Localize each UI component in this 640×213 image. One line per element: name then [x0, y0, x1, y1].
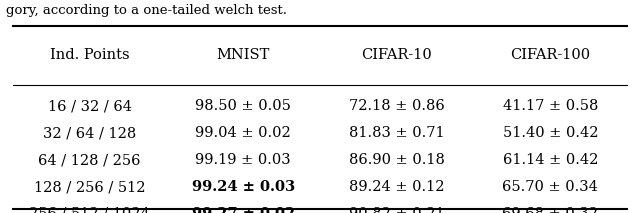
- Text: Ind. Points: Ind. Points: [50, 48, 129, 62]
- Text: 99.27 ± 0.02: 99.27 ± 0.02: [191, 207, 295, 213]
- Text: gory, according to a one-tailed welch test.: gory, according to a one-tailed welch te…: [6, 4, 287, 17]
- Text: 98.50 ± 0.05: 98.50 ± 0.05: [195, 99, 291, 114]
- Text: 128 / 256 / 512: 128 / 256 / 512: [34, 180, 145, 194]
- Text: 90.82 ± 0.21: 90.82 ± 0.21: [349, 207, 445, 213]
- Text: 89.24 ± 0.12: 89.24 ± 0.12: [349, 180, 445, 194]
- Text: 69.68 ± 0.32: 69.68 ± 0.32: [502, 207, 598, 213]
- Text: CIFAR-100: CIFAR-100: [510, 48, 591, 62]
- Text: 32 / 64 / 128: 32 / 64 / 128: [43, 126, 136, 140]
- Text: 41.17 ± 0.58: 41.17 ± 0.58: [502, 99, 598, 114]
- Text: 86.90 ± 0.18: 86.90 ± 0.18: [349, 153, 445, 167]
- Text: 99.04 ± 0.02: 99.04 ± 0.02: [195, 126, 291, 140]
- Text: 81.83 ± 0.71: 81.83 ± 0.71: [349, 126, 445, 140]
- Text: 72.18 ± 0.86: 72.18 ± 0.86: [349, 99, 445, 114]
- Text: 64 / 128 / 256: 64 / 128 / 256: [38, 153, 141, 167]
- Text: 99.19 ± 0.03: 99.19 ± 0.03: [195, 153, 291, 167]
- Text: 16 / 32 / 64: 16 / 32 / 64: [47, 99, 132, 114]
- Text: 256 / 512 / 1024: 256 / 512 / 1024: [29, 207, 150, 213]
- Text: 65.70 ± 0.34: 65.70 ± 0.34: [502, 180, 598, 194]
- Text: MNIST: MNIST: [216, 48, 270, 62]
- Text: CIFAR-10: CIFAR-10: [362, 48, 432, 62]
- Text: 99.24 ± 0.03: 99.24 ± 0.03: [191, 180, 295, 194]
- Text: 61.14 ± 0.42: 61.14 ± 0.42: [502, 153, 598, 167]
- Text: 51.40 ± 0.42: 51.40 ± 0.42: [502, 126, 598, 140]
